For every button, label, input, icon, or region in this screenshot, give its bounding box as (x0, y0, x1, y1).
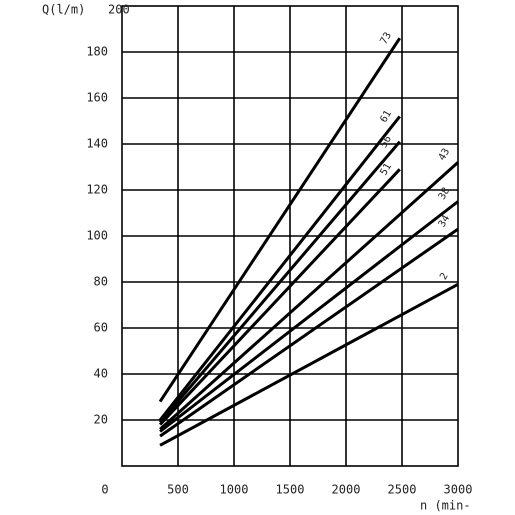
x-tick-label: 1000 (220, 483, 249, 497)
y-tick-label: 160 (86, 91, 108, 105)
y-tick-label: 120 (86, 183, 108, 197)
y-tick-label: 20 (94, 413, 108, 427)
series-label: 43 (437, 147, 453, 163)
x-tick-label: 500 (167, 483, 189, 497)
series-line (159, 282, 459, 447)
x-tick-label: 0 (101, 483, 108, 497)
x-axis-label: n (min- (420, 499, 471, 513)
series-label: 61 (378, 109, 394, 125)
series-label: 56 (378, 134, 394, 150)
y-tick-label: 100 (86, 229, 108, 243)
x-tick-label: 2500 (388, 483, 417, 497)
series-line (159, 200, 459, 433)
y-axis-label: Q(l/m) (42, 3, 85, 17)
x-tick-label: 2000 (332, 483, 361, 497)
y-tick-label: 40 (94, 367, 108, 381)
series-label: 34 (437, 213, 453, 229)
y-tick-label: 180 (86, 45, 108, 59)
x-tick-label: 3000 (444, 483, 473, 497)
series-line (159, 227, 459, 438)
y-tick-label: 60 (94, 321, 108, 335)
series-label: 38 (437, 186, 453, 202)
series-label: 2 (438, 271, 451, 282)
series-line (158, 37, 402, 403)
x-tick-label: 1500 (276, 483, 305, 497)
series-line (158, 168, 401, 426)
series-line (159, 161, 460, 431)
series-label: 51 (378, 162, 394, 178)
series-label: 73 (378, 30, 394, 46)
y-tick-label: 140 (86, 137, 108, 151)
series-line (158, 115, 401, 421)
y-tick-label: 80 (94, 275, 108, 289)
series-line (158, 140, 401, 424)
y-tick-label: 200 (108, 3, 130, 17)
